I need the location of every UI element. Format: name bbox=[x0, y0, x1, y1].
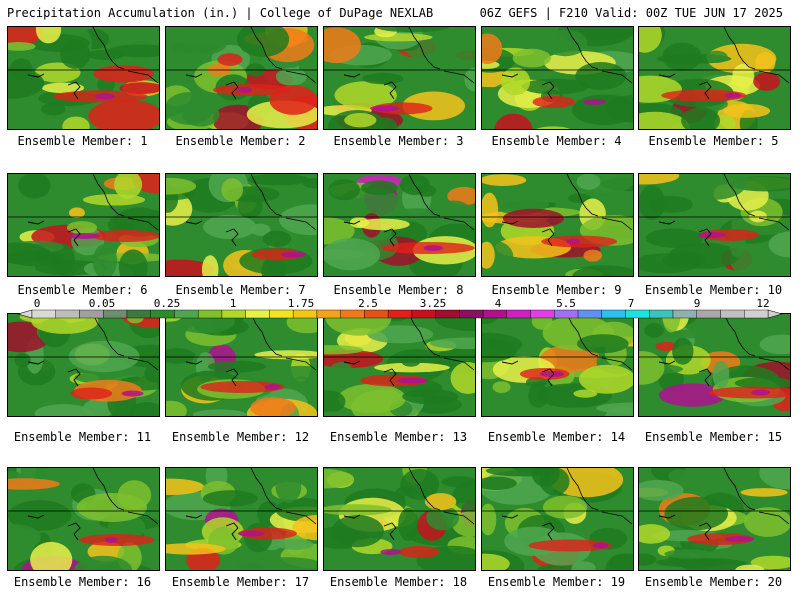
ensemble-member-map bbox=[165, 467, 318, 571]
colorbar-tick-label: 4 bbox=[494, 297, 502, 310]
ensemble-member-label: Ensemble Member: 7 bbox=[175, 283, 306, 297]
ensemble-member-map bbox=[7, 173, 160, 277]
colorbar-tick-label: 0.25 bbox=[153, 297, 181, 310]
ensemble-member-map bbox=[638, 313, 791, 417]
colorbar-tick-label: 1.75 bbox=[287, 297, 315, 310]
ensemble-member-label: Ensemble Member: 15 bbox=[644, 430, 783, 444]
colorbar-tick-label: 1 bbox=[229, 297, 237, 310]
ensemble-member-label: Ensemble Member: 9 bbox=[491, 283, 622, 297]
ensemble-member-label: Ensemble Member: 17 bbox=[171, 575, 310, 589]
colorbar-tick-label: 0.05 bbox=[88, 297, 116, 310]
ensemble-member-map bbox=[481, 313, 634, 417]
ensemble-member-label: Ensemble Member: 5 bbox=[648, 134, 779, 148]
ensemble-member-map bbox=[481, 173, 634, 277]
ensemble-member-label: Ensemble Member: 4 bbox=[491, 134, 622, 148]
colorbar-tick-label: 12 bbox=[756, 297, 770, 310]
ensemble-member-label: Ensemble Member: 18 bbox=[329, 575, 468, 589]
ensemble-member-label: Ensemble Member: 6 bbox=[17, 283, 148, 297]
ensemble-member-label: Ensemble Member: 11 bbox=[13, 430, 152, 444]
ensemble-member-map bbox=[481, 467, 634, 571]
ensemble-member-map bbox=[323, 467, 476, 571]
ensemble-member-map bbox=[165, 173, 318, 277]
ensemble-member-label: Ensemble Member: 20 bbox=[644, 575, 783, 589]
map-title: Precipitation Accumulation (in.) | Colle… bbox=[7, 6, 434, 20]
ensemble-member-map bbox=[638, 26, 791, 130]
ensemble-member-label: Ensemble Member: 1 bbox=[17, 134, 148, 148]
ensemble-member-map bbox=[638, 173, 791, 277]
colorbar-tick-label: 5.5 bbox=[556, 297, 576, 310]
ensemble-member-map bbox=[323, 26, 476, 130]
ensemble-member-map bbox=[481, 26, 634, 130]
ensemble-member-label: Ensemble Member: 2 bbox=[175, 134, 306, 148]
precip-colorbar bbox=[16, 309, 784, 319]
ensemble-member-map bbox=[638, 467, 791, 571]
ensemble-member-map bbox=[7, 313, 160, 417]
ensemble-member-map bbox=[165, 313, 318, 417]
colorbar-tick-label: 7 bbox=[627, 297, 635, 310]
ensemble-member-label: Ensemble Member: 19 bbox=[487, 575, 626, 589]
ensemble-member-label: Ensemble Member: 14 bbox=[487, 430, 626, 444]
ensemble-member-label: Ensemble Member: 12 bbox=[171, 430, 310, 444]
ensemble-member-label: Ensemble Member: 8 bbox=[333, 283, 464, 297]
ensemble-member-map bbox=[165, 26, 318, 130]
ensemble-member-label: Ensemble Member: 13 bbox=[329, 430, 468, 444]
ensemble-member-label: Ensemble Member: 16 bbox=[13, 575, 152, 589]
model-valid-time: 06Z GEFS | F210 Valid: 00Z TUE JUN 17 20… bbox=[479, 6, 783, 20]
ensemble-member-label: Ensemble Member: 10 bbox=[644, 283, 783, 297]
ensemble-member-map bbox=[323, 313, 476, 417]
colorbar-tick-label: 3.25 bbox=[419, 297, 447, 310]
colorbar-tick-label: 9 bbox=[693, 297, 701, 310]
ensemble-member-label: Ensemble Member: 3 bbox=[333, 134, 464, 148]
ensemble-member-map bbox=[7, 26, 160, 130]
colorbar-tick-label: 0 bbox=[33, 297, 41, 310]
ensemble-member-map bbox=[7, 467, 160, 571]
colorbar-tick-label: 2.5 bbox=[358, 297, 378, 310]
ensemble-member-map bbox=[323, 173, 476, 277]
